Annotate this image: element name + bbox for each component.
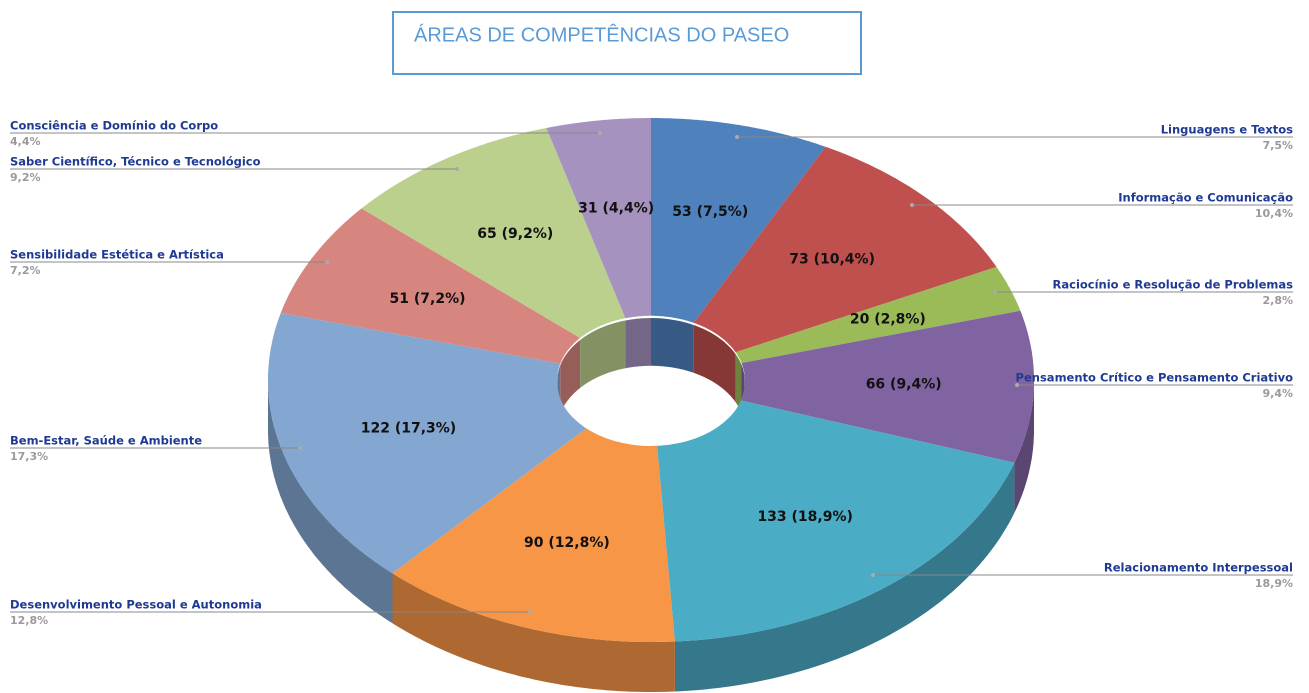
leader-dot	[598, 131, 602, 135]
percent-label: 18,9%	[1255, 577, 1293, 590]
category-label: Saber Científico, Técnico e Tecnológico	[10, 155, 261, 169]
slice	[280, 208, 581, 364]
leader-dot	[910, 203, 914, 207]
hole-walls	[557, 318, 745, 430]
title-box	[392, 11, 862, 75]
slice-inner-side	[580, 318, 626, 388]
chart-title: ÁREAS DE COMPETÊNCIAS DO PASEO	[414, 23, 789, 46]
percent-label: 9,4%	[1262, 387, 1293, 400]
data-label: 31 (4,4%)	[578, 201, 654, 217]
data-label: 53 (7,5%)	[672, 204, 748, 220]
leader-dot	[735, 135, 739, 139]
category-label: Raciocínio e Resolução de Problemas	[1053, 278, 1294, 292]
slice	[693, 146, 997, 353]
data-label: 20 (2,8%)	[850, 312, 926, 328]
data-label: 122 (17,3%)	[361, 421, 456, 437]
percent-label: 9,2%	[10, 171, 41, 184]
category-label: Bem-Estar, Saúde e Ambiente	[10, 434, 202, 448]
sides	[268, 380, 1034, 692]
leader-dot	[993, 290, 997, 294]
slice-side	[674, 462, 1015, 692]
slice-inner-side	[560, 338, 581, 414]
slice-inner-side	[651, 318, 694, 373]
data-label: 133 (18,9%)	[757, 509, 852, 525]
category-label: Sensibilidade Estética e Artística	[10, 248, 224, 262]
category-label: Consciência e Domínio do Corpo	[10, 119, 218, 133]
percent-label: 17,3%	[10, 450, 48, 463]
slice	[651, 118, 826, 323]
slice-side	[1014, 380, 1034, 513]
percent-label: 10,4%	[1255, 207, 1293, 220]
slice	[546, 118, 651, 319]
data-label: 51 (7,2%)	[390, 291, 466, 307]
data-label: 90 (12,8%)	[524, 535, 610, 551]
percent-label: 7,5%	[1262, 139, 1293, 152]
slice-side	[268, 380, 393, 624]
leader-dot	[298, 446, 302, 450]
slice-inner-side	[735, 352, 742, 413]
data-label: 73 (10,4%)	[789, 251, 875, 267]
slice	[361, 128, 626, 338]
percent-label: 12,8%	[10, 614, 48, 627]
slice	[656, 400, 1015, 642]
data-label: 66 (9,4%)	[866, 377, 942, 393]
hole	[557, 318, 745, 446]
leader-dot	[871, 573, 875, 577]
slice	[268, 312, 588, 574]
slice-inner-side	[693, 322, 736, 403]
category-label: Linguagens e Textos	[1161, 123, 1293, 137]
percent-label: 7,2%	[10, 264, 41, 277]
category-label: Informação e Comunicação	[1118, 191, 1293, 205]
category-label: Desenvolvimento Pessoal e Autonomia	[10, 598, 262, 612]
percent-label: 4,4%	[10, 135, 41, 148]
leader-dot	[325, 260, 329, 264]
leader-dot	[528, 610, 532, 614]
slice-inner-side	[625, 318, 651, 369]
leader-dot	[455, 167, 459, 171]
category-label: Pensamento Crítico e Pensamento Criativo	[1016, 371, 1294, 385]
slice	[392, 427, 675, 642]
tops	[268, 118, 1034, 642]
slice-side	[392, 573, 675, 692]
slice	[735, 266, 1021, 363]
data-label: 65 (9,2%)	[477, 226, 553, 242]
percent-label: 2,8%	[1262, 294, 1293, 307]
labels: 53 (7,5%) 73 (10,4%) 20 (2,8%) 66 (9,4%) 133…	[10, 119, 1294, 627]
slice	[740, 310, 1034, 463]
category-label: Relacionamento Interpessoal	[1104, 561, 1293, 575]
leader-dot	[1015, 383, 1019, 387]
